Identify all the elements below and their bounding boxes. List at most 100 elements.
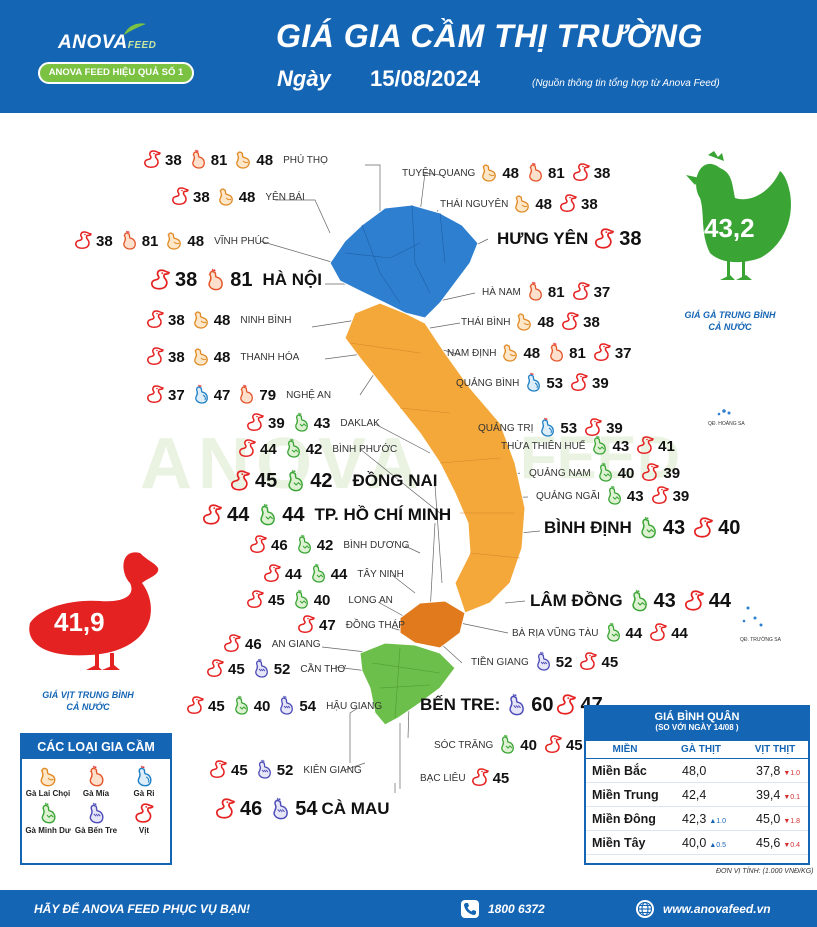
province-dong-thap: 47 ĐỒNG THÁP xyxy=(296,613,409,637)
price-value: 81 xyxy=(230,268,253,291)
price-value: 37 xyxy=(168,386,185,404)
ga-lai-choi-icon xyxy=(216,186,236,208)
price-value: 40 xyxy=(253,697,271,715)
source-note: (Nguồn thông tin tổng hợp từ Anova Feed) xyxy=(532,78,720,89)
price-value: 53 xyxy=(546,374,564,392)
brand-name: ANOVAFEED xyxy=(58,32,157,53)
website-link[interactable]: www.anovafeed.vn xyxy=(635,899,771,919)
province-name: THANH HÓA xyxy=(240,351,300,363)
province-tay-ninh: 44 44 TÂY NINH xyxy=(262,562,408,586)
duck-average-value: 41,9 xyxy=(54,607,105,637)
table-title: GIÁ BÌNH QUÂN xyxy=(654,711,740,723)
legend-label: Gà Mía xyxy=(82,789,110,798)
duck-icon xyxy=(470,767,490,789)
price-value: 39 xyxy=(268,414,285,432)
legend-label: Vịt xyxy=(138,826,150,835)
province-name: QUẢNG NGÃI xyxy=(536,490,600,502)
price-value: 44 xyxy=(708,589,732,612)
province-name: BẾN TRE: xyxy=(420,695,501,714)
island-truong-sa: QĐ. TRƯỜNG SA xyxy=(740,636,782,643)
price-value: 37 xyxy=(593,283,611,301)
price-value: 47 xyxy=(319,616,336,634)
province-name: BÌNH DƯƠNG xyxy=(343,539,410,551)
duck-icon xyxy=(682,589,706,614)
hotline-link[interactable]: 1800 6372 xyxy=(460,899,545,919)
province-binh-dinh: BÌNH ĐỊNH 43 40 xyxy=(540,516,746,540)
province-quang-ngai: QUẢNG NGÃI 43 39 xyxy=(532,484,695,508)
price-value: 48 xyxy=(187,232,205,250)
province-binh-phuoc: 44 42 BÌNH PHƯỚC xyxy=(237,437,401,461)
province-name: YÊN BÁI xyxy=(265,191,305,203)
province-name: LÂM ĐỒNG xyxy=(530,591,623,610)
ga-minh-du-icon xyxy=(603,622,623,644)
price-value: 43 xyxy=(313,414,331,432)
duck-icon xyxy=(650,485,670,507)
ga-ben-tre-icon xyxy=(276,695,296,717)
price-value: 42 xyxy=(305,440,323,458)
duck-icon xyxy=(245,589,265,611)
price-value: 38 xyxy=(193,188,210,206)
duck-icon xyxy=(262,563,282,585)
province-quang-binh: QUẢNG BÌNH 53 39 xyxy=(452,371,615,395)
province-daklak: 39 43 DAKLAK xyxy=(245,411,384,435)
price-value: 46 xyxy=(245,635,262,653)
province-ben-tre: BẾN TRE: 60 47 xyxy=(416,693,609,717)
price-value: 44 xyxy=(282,503,305,526)
province-soc-trang: SÓC TRĂNG 40 45 xyxy=(430,733,589,757)
duck-icon xyxy=(583,417,603,439)
leaf-icon xyxy=(124,23,146,35)
province-name: NGHỆ AN xyxy=(286,389,332,401)
duck-icon xyxy=(578,651,598,673)
chicken-price: 40,0 xyxy=(682,835,707,850)
province-nghe-an: 37 47 79 NGHỆ AN xyxy=(145,383,335,407)
ga-minh-du-icon xyxy=(589,435,609,457)
price-value: 43 xyxy=(662,516,686,539)
price-value: 41 xyxy=(658,437,675,455)
legend-item-ga-minh-du: Gà Minh Dư xyxy=(24,802,72,835)
ga-minh-du-icon xyxy=(291,412,311,434)
table-header: GIÁ BÌNH QUÂN (SO VỚI NGÀY 14/08 ) xyxy=(586,707,808,741)
province-tp-ho-chi-minh: 44 44 TP. HỒ CHÍ MINH xyxy=(200,503,455,527)
province-tien-giang: TIỀN GIANG 52 45 xyxy=(467,650,624,674)
table-row: Miền Đông 42,3 ▲1.0 45,0 ▼1.8 xyxy=(586,807,808,831)
duck-icon xyxy=(543,734,563,756)
price-value: 45 xyxy=(601,653,619,671)
ga-minh-du-icon xyxy=(627,589,651,614)
legend-item-ga-ben-tre: Gà Bến Tre xyxy=(72,802,120,835)
price-value: 45 xyxy=(208,697,225,715)
duck-icon xyxy=(185,695,205,717)
province-name: HÀ NỘI xyxy=(262,270,323,289)
price-value: 45 xyxy=(231,761,248,779)
ga-ri-icon xyxy=(537,417,557,439)
price-value: 38 xyxy=(96,232,113,250)
price-value: 43 xyxy=(626,487,644,505)
duck-icon xyxy=(560,311,580,333)
ga-minh-du-icon xyxy=(294,534,314,556)
ga-minh-du-icon xyxy=(255,503,279,528)
price-value: 45 xyxy=(255,469,278,492)
province-name: TUYÊN QUANG xyxy=(402,167,476,179)
province-name: BẠC LIÊU xyxy=(420,772,466,784)
province-name: HƯNG YÊN xyxy=(497,229,589,248)
brand-logo[interactable]: ANOVAFEED ANOVA FEED HIỆU QUẢ SỐ 1 xyxy=(34,22,196,92)
province-name: TIỀN GIANG xyxy=(471,656,529,668)
duck-icon xyxy=(640,462,660,484)
legend-title: CÁC LOẠI GIA CẦM xyxy=(22,735,170,759)
price-value: 44 xyxy=(671,624,688,642)
province-name: QUẢNG BÌNH xyxy=(456,377,520,389)
ga-mia-icon xyxy=(546,342,566,364)
province-bac-lieu: BẠC LIÊU 45 xyxy=(416,766,515,790)
price-value: 48 xyxy=(213,348,231,366)
duck-icon xyxy=(208,759,228,781)
duck-icon xyxy=(148,268,172,293)
province-can-tho: 45 52 CẦN THƠ xyxy=(205,657,350,681)
price-value: 45 xyxy=(228,660,245,678)
province-name: BÀ RỊA VŨNG TÀU xyxy=(512,627,599,639)
duck-icon xyxy=(205,658,225,680)
price-value: 60 xyxy=(531,693,554,716)
province-name: BÌNH ĐỊNH xyxy=(544,518,632,537)
province-name: QUẢNG TRỊ xyxy=(478,422,534,434)
price-value: 52 xyxy=(555,653,573,671)
province-vinh-phuc: 38 81 48 VĨNH PHÚC xyxy=(73,229,273,253)
price-value: 48 xyxy=(238,188,256,206)
